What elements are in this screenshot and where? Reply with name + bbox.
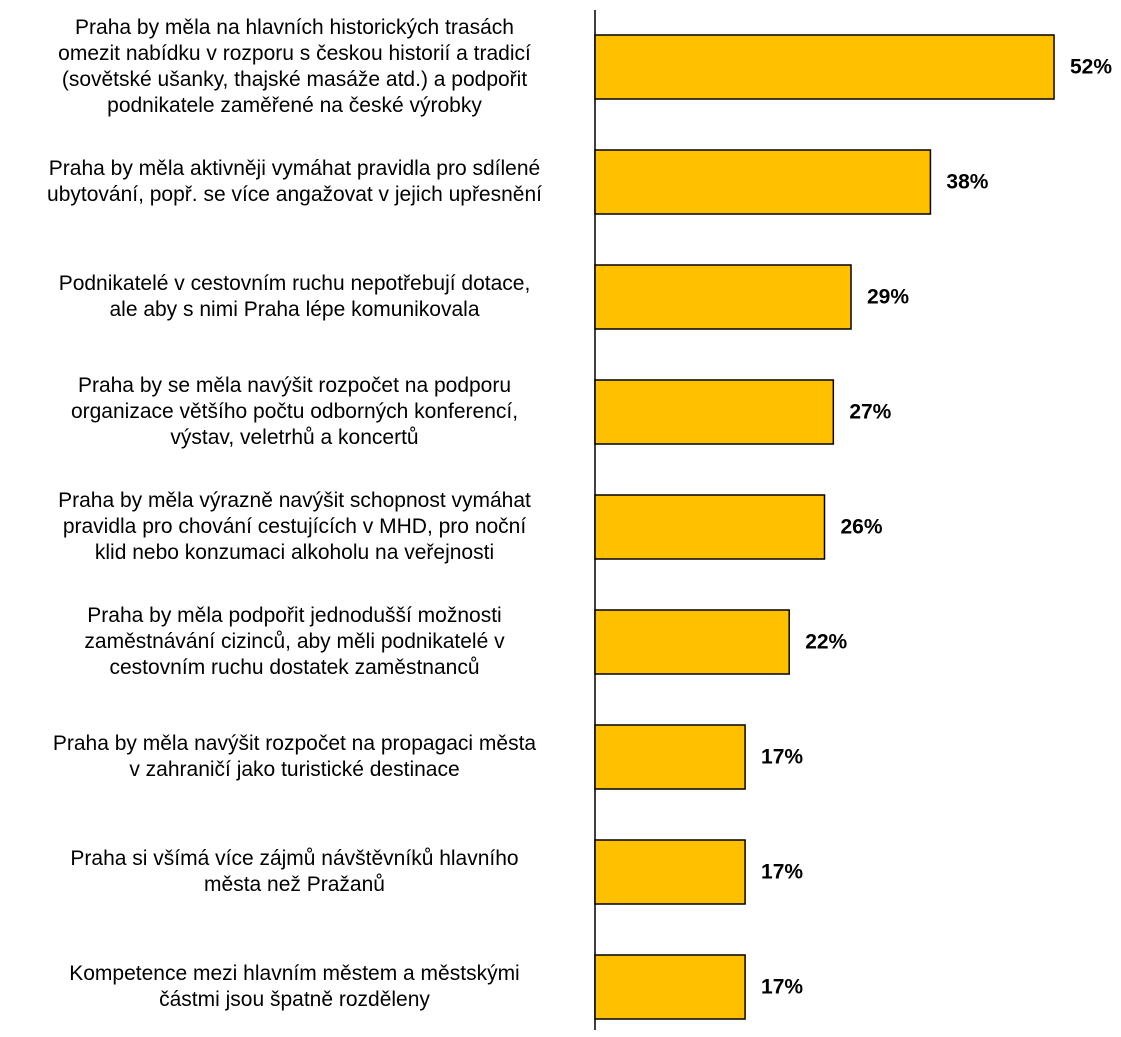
category-label: Praha by měla na hlavních historických t… xyxy=(58,16,531,117)
category-label: Podnikatelé v cestovním ruchu nepotřebuj… xyxy=(58,272,531,321)
category-label: Praha by měla navýšit rozpočet na propag… xyxy=(52,732,537,781)
bar xyxy=(594,149,932,215)
data-label: 17% xyxy=(761,746,803,769)
data-label: 29% xyxy=(867,286,909,309)
data-label: 38% xyxy=(946,171,988,194)
category-label: Praha by se měla navýšit rozpočet na pod… xyxy=(70,374,519,449)
data-label: 26% xyxy=(841,516,883,539)
category-label: Praha by měla výrazně navýšit schopnost … xyxy=(58,489,531,564)
category-label: Kompetence mezi hlavním městem a městský… xyxy=(69,962,520,1011)
data-label: 17% xyxy=(761,861,803,884)
category-label: Praha by měla podpořit jednodušší možnos… xyxy=(84,604,505,679)
data-label: 22% xyxy=(805,631,847,654)
bar xyxy=(594,954,746,1020)
bar xyxy=(594,379,835,445)
bar xyxy=(594,264,852,330)
bar xyxy=(594,494,826,560)
bar xyxy=(594,609,790,675)
bar xyxy=(594,839,746,905)
bar xyxy=(594,34,1055,100)
bar xyxy=(594,724,746,790)
category-label: Praha by měla aktivněji vymáhat pravidla… xyxy=(47,157,542,206)
data-label: 27% xyxy=(849,401,891,424)
data-label: 52% xyxy=(1070,56,1112,79)
category-label: Praha si všímá více zájmů návštěvníků hl… xyxy=(70,847,519,896)
data-label: 17% xyxy=(761,976,803,999)
